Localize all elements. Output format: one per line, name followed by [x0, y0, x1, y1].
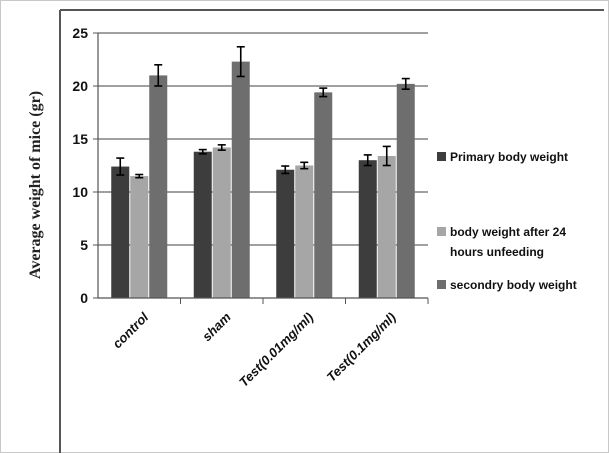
legend-swatch-2: [437, 227, 446, 236]
bar-1: [111, 166, 130, 298]
bar-3: [314, 92, 333, 298]
y-axis-label: Average weight of mice (gr): [27, 91, 44, 279]
bar-2: [377, 155, 396, 298]
legend-label-2: body weight after 24: [450, 225, 566, 239]
legend-swatch-1: [437, 152, 446, 161]
bar-3: [149, 75, 168, 299]
legend-swatch-3: [437, 280, 446, 289]
legend: Primary body weight body weight after 24 h…: [437, 150, 577, 292]
legend-label-2: hours unfeeding: [450, 245, 544, 259]
y-tick-label: 10: [72, 184, 88, 200]
y-tick-label: 5: [80, 237, 88, 253]
bar-3: [396, 83, 415, 298]
y-tick-label: 25: [72, 25, 88, 41]
bar-2: [212, 147, 231, 298]
bar-3: [231, 61, 250, 299]
legend-label-1: Primary body weight: [450, 150, 568, 164]
bars-group: [111, 61, 415, 299]
error-bars-group: [116, 45, 410, 179]
y-tick-label: 15: [72, 131, 88, 147]
legend-label-3: secondry body weight: [450, 278, 577, 292]
y-tick-label: 0: [80, 290, 88, 306]
bar-2: [130, 176, 149, 298]
bar-1: [193, 151, 212, 298]
y-tick-label: 20: [72, 78, 88, 94]
axes-group: [97, 33, 429, 304]
bar-2: [295, 165, 314, 298]
bar-1: [358, 160, 377, 298]
bar-1: [276, 169, 295, 298]
y-tick-labels: 0 5 10 15 20 25: [72, 25, 88, 306]
